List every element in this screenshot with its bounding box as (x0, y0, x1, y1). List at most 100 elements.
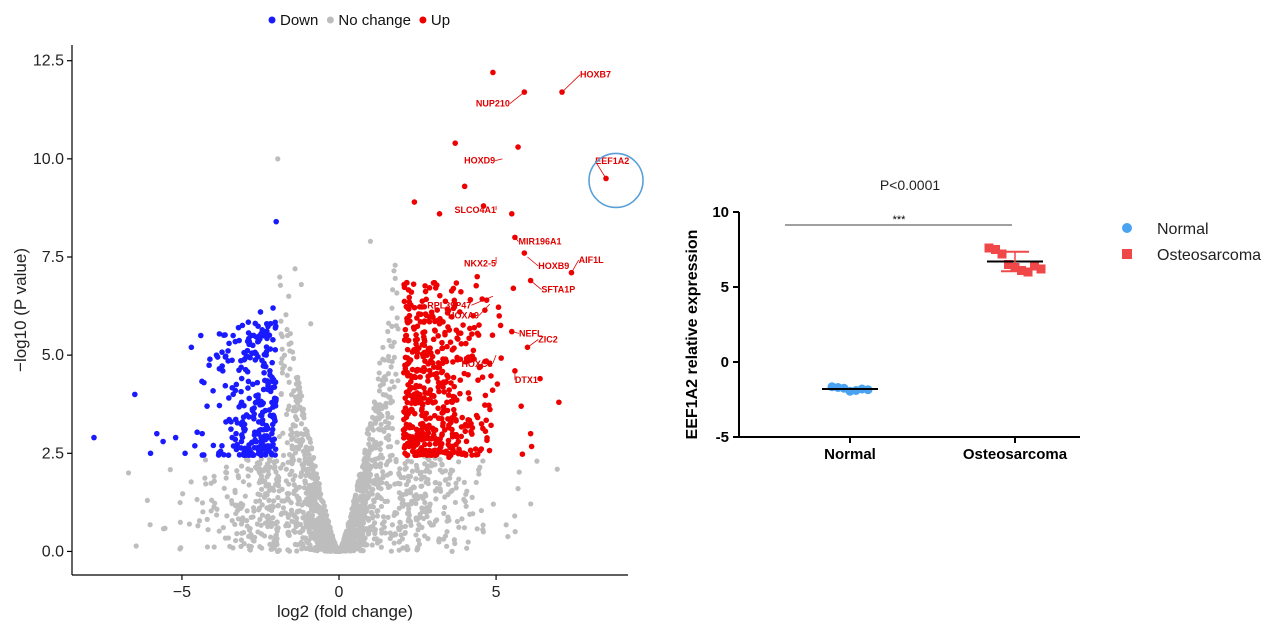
dotplot-legend: Normal Osteosarcoma (1122, 221, 1261, 264)
point-no-change (436, 539, 442, 545)
point-up (449, 399, 455, 406)
point-up (473, 282, 480, 289)
point-up (412, 441, 418, 447)
point-down (236, 452, 243, 458)
point-down (272, 347, 279, 353)
point-up (419, 451, 426, 458)
point-no-change (291, 388, 297, 394)
point-no-change (475, 467, 482, 473)
point-no-change (299, 502, 305, 508)
point-no-change (442, 533, 449, 539)
point-no-change (235, 475, 242, 481)
x-tick-label: 0 (335, 584, 344, 601)
point-down (261, 360, 267, 367)
point-down (269, 451, 275, 458)
point-down (245, 378, 252, 385)
point-up (440, 404, 447, 410)
gene-label-leader (471, 295, 494, 306)
point-down (194, 429, 200, 436)
point-no-change (397, 481, 403, 487)
point-up (419, 304, 425, 310)
point-down (206, 362, 212, 369)
point-up (435, 415, 442, 422)
point-no-change (384, 480, 390, 487)
point-no-change (381, 428, 387, 434)
point-up (413, 426, 420, 433)
point-no-change (259, 502, 265, 508)
point-up (451, 394, 458, 400)
point-no-change (245, 457, 251, 463)
point-up (442, 298, 449, 305)
expression-dot-plot: P<0.0001 *** -5 0 5 10 Normal Osteosarcoma EEF1A… (684, 177, 1261, 463)
point-no-change (205, 527, 211, 533)
point-no-change (398, 474, 404, 481)
point-up (414, 383, 421, 390)
point-no-change (385, 484, 391, 491)
point-up (518, 403, 524, 409)
point-no-change (402, 523, 408, 529)
point-no-change (349, 539, 355, 545)
point-up (401, 369, 407, 376)
point-down (232, 387, 239, 394)
point-down (265, 383, 271, 389)
legend-marker-1 (326, 16, 334, 24)
point-up (444, 306, 451, 312)
point-no-change (445, 514, 451, 520)
point-no-change (244, 508, 250, 514)
point-no-change (312, 545, 318, 551)
point-no-change (377, 402, 383, 408)
point-no-change (274, 548, 281, 554)
point-up (444, 343, 450, 350)
point-up (482, 428, 489, 435)
point-no-change (377, 446, 383, 452)
point-no-change (259, 512, 266, 518)
point-up (404, 315, 410, 322)
point-up (446, 387, 453, 393)
p-value-title: P<0.0001 (880, 177, 941, 193)
point-no-change (363, 488, 369, 494)
point-no-change (309, 520, 315, 526)
point-no-change (422, 461, 428, 467)
point-no-change (383, 400, 389, 406)
point-up (401, 281, 407, 288)
point-no-change (376, 388, 383, 394)
point-up (456, 309, 463, 315)
point-no-change (254, 521, 261, 527)
point-up (528, 443, 535, 450)
point-up (474, 273, 481, 280)
point-no-change (315, 482, 321, 488)
gene-label-hoxd9: HOXD9 (464, 156, 495, 166)
point-no-change (353, 543, 360, 549)
point-down (255, 338, 262, 345)
gene-label-zic2: ZIC2 (538, 334, 558, 344)
point-no-change (224, 513, 230, 519)
point-no-change (437, 486, 443, 492)
point-up (436, 211, 443, 217)
point-up (406, 306, 412, 312)
legend-label-1: No change (338, 12, 411, 29)
point-up (420, 435, 426, 441)
point-down (204, 403, 210, 409)
point-down (217, 448, 224, 455)
point-up (440, 384, 446, 390)
point-no-change (286, 548, 293, 554)
y-tick-label: 7.5 (42, 249, 64, 266)
y-tick-label: -5 (716, 429, 729, 446)
point-no-change (393, 456, 399, 463)
point-up (420, 368, 427, 375)
point-no-change (360, 482, 367, 488)
point-no-change (269, 520, 275, 526)
point-no-change (300, 466, 306, 473)
point-up (458, 341, 465, 347)
point-no-change (442, 477, 448, 483)
legend-label-normal: Normal (1157, 221, 1209, 238)
point-no-change (275, 494, 281, 501)
point-up (439, 368, 446, 375)
point-up (524, 344, 531, 351)
point-no-change (404, 547, 410, 553)
point-no-change (385, 444, 391, 450)
point-up (429, 425, 436, 432)
y-tick-label: 0 (721, 354, 729, 371)
point-no-change (365, 515, 372, 522)
point-no-change (433, 496, 439, 502)
